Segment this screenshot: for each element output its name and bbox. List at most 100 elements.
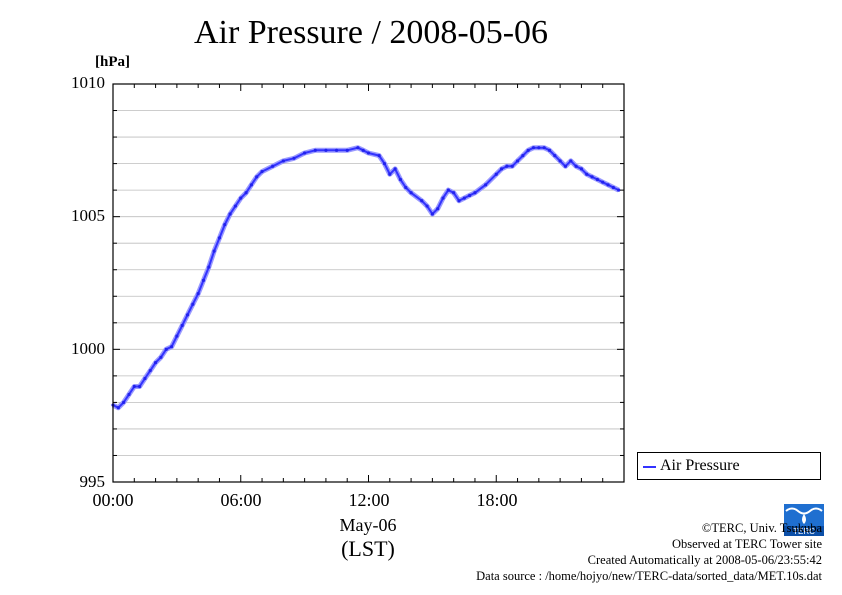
data-point — [345, 148, 349, 152]
data-point — [223, 223, 227, 227]
data-point — [398, 177, 403, 182]
data-point — [122, 400, 126, 404]
credits-source: Data source : /home/hojyo/new/TERC-data/… — [476, 569, 822, 583]
tick-marks — [112, 83, 625, 483]
data-point — [169, 345, 174, 349]
data-point — [457, 199, 461, 203]
data-point — [366, 151, 371, 155]
data-point — [260, 169, 264, 174]
data-point — [452, 191, 456, 195]
data-point — [127, 392, 131, 397]
data-point — [537, 146, 541, 150]
data-point — [590, 175, 594, 179]
data-point — [382, 162, 387, 166]
data-point — [446, 188, 450, 192]
data-point — [388, 172, 392, 176]
data-point — [324, 148, 328, 152]
series-line-halo — [111, 145, 620, 411]
data-point — [361, 148, 365, 152]
data-point — [393, 167, 397, 171]
y-tick-label-1000: 1000 — [71, 339, 105, 358]
data-point — [436, 207, 440, 211]
data-point — [542, 146, 546, 150]
data-point — [377, 154, 381, 158]
data-point — [595, 177, 599, 182]
data-point — [579, 167, 584, 171]
terc-wave-logo-icon: TERC — [784, 504, 824, 536]
data-point — [611, 185, 615, 190]
data-point — [212, 249, 216, 253]
data-point — [138, 384, 142, 389]
data-point — [563, 164, 568, 168]
data-point — [356, 146, 360, 150]
credits-block: ©TERC, Univ. Tsukuba Observed at TERC To… — [476, 520, 822, 584]
data-point — [116, 406, 120, 410]
data-point — [617, 188, 621, 192]
x-tick-label-1800: 18:00 — [476, 490, 518, 510]
data-point — [462, 196, 466, 200]
data-point — [180, 323, 184, 328]
data-point — [409, 191, 413, 195]
data-point — [468, 193, 472, 198]
data-point — [558, 159, 562, 163]
data-point — [239, 196, 243, 200]
data-point — [601, 180, 605, 184]
legend-label-air-pressure: Air Pressure — [660, 457, 740, 474]
data-point — [510, 164, 514, 168]
data-point — [313, 148, 317, 152]
data-point — [334, 148, 339, 152]
data-point — [404, 185, 408, 190]
x-tick-label-1200: 12:00 — [348, 490, 390, 510]
series-layer — [111, 145, 621, 411]
data-point — [143, 376, 147, 381]
data-point — [207, 265, 211, 269]
x-tick-label-0600: 06:00 — [220, 490, 262, 510]
data-point — [148, 368, 152, 373]
credits-copyright: ©TERC, Univ. Tsukuba — [701, 521, 822, 535]
y-tick-label-995: 995 — [79, 472, 106, 491]
legend-swatch-air-pressure — [643, 466, 656, 468]
data-point — [233, 204, 238, 208]
data-point — [585, 172, 589, 176]
data-point — [132, 384, 136, 389]
x-axis-timezone-label: (LST) — [341, 536, 395, 561]
data-point — [574, 164, 578, 168]
data-point — [569, 159, 573, 163]
data-point — [547, 148, 552, 152]
data-point — [153, 361, 158, 365]
plot-frame — [112, 83, 625, 483]
data-point — [228, 212, 232, 216]
chart-legend: Air Pressure — [637, 452, 821, 480]
data-point — [244, 191, 248, 195]
data-point — [255, 175, 259, 179]
y-tick-label-1010: 1010 — [71, 73, 105, 92]
data-point — [175, 334, 179, 338]
credits-site: Observed at TERC Tower site — [671, 537, 822, 551]
x-tick-label-0000: 00:00 — [92, 490, 134, 510]
y-axis-unit: [hPa] — [95, 54, 130, 70]
data-point — [201, 278, 206, 282]
data-point — [164, 347, 168, 351]
data-point — [425, 204, 429, 208]
x-axis-date-label: May-06 — [339, 515, 397, 535]
data-point — [191, 302, 195, 306]
credits-created: Created Automatically at 2008-05-06/23:5… — [587, 553, 822, 567]
data-point — [494, 172, 498, 176]
data-point — [271, 164, 275, 168]
data-point — [484, 183, 488, 187]
data-point — [217, 236, 222, 240]
data-point — [303, 151, 307, 155]
data-point — [441, 196, 445, 200]
data-point — [553, 154, 557, 158]
data-point — [185, 313, 190, 317]
data-point — [249, 183, 253, 187]
data-point — [196, 292, 200, 296]
data-point — [420, 199, 424, 203]
series-line-air-pressure — [112, 146, 620, 409]
data-point — [505, 164, 509, 168]
data-point — [292, 156, 296, 160]
chart-title: Air Pressure / 2008-05-06 — [193, 14, 549, 51]
data-point — [430, 212, 434, 216]
data-point — [473, 191, 477, 195]
